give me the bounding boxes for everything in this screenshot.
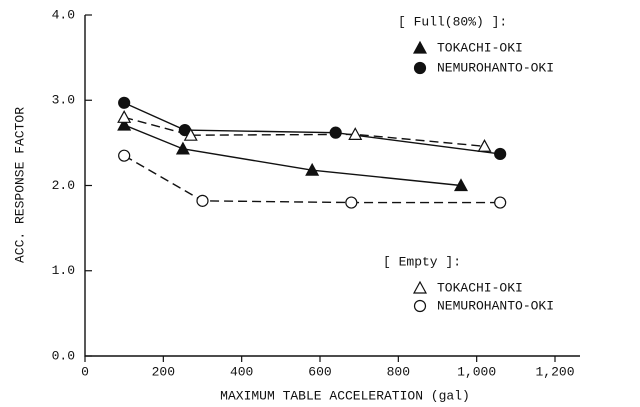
legend-label: TOKACHI-OKI bbox=[437, 40, 523, 55]
y-tick-label: 2.0 bbox=[52, 178, 75, 193]
legend-label: NEMUROHANTO-OKI bbox=[437, 298, 554, 313]
series-line bbox=[123, 155, 501, 204]
data-point bbox=[453, 178, 469, 192]
data-point bbox=[118, 96, 131, 109]
data-point bbox=[183, 127, 198, 141]
data-point bbox=[329, 126, 342, 139]
x-tick-label: 400 bbox=[230, 364, 253, 379]
x-tick-label: 600 bbox=[308, 364, 331, 379]
y-axis-title: ACC. RESPONSE FACTOR bbox=[12, 107, 27, 263]
y-tick-label: 1.0 bbox=[52, 263, 75, 278]
x-tick-label: 0 bbox=[81, 364, 89, 379]
legend-title: [ Empty ]: bbox=[383, 254, 461, 269]
data-point bbox=[196, 194, 209, 207]
data-point bbox=[117, 110, 132, 123]
legend-marker bbox=[412, 40, 428, 54]
data-point bbox=[494, 147, 507, 161]
legend-label: TOKACHI-OKI bbox=[437, 280, 523, 295]
data-point bbox=[348, 127, 363, 140]
x-tick-label: 1,000 bbox=[457, 364, 496, 379]
legend-marker bbox=[413, 61, 427, 75]
x-axis-title: MAXIMUM TABLE ACCELERATION (gal) bbox=[220, 388, 470, 403]
x-tick-label: 800 bbox=[387, 364, 410, 379]
x-tick-label: 1,200 bbox=[535, 364, 574, 379]
data-point bbox=[345, 196, 358, 209]
y-tick-label: 4.0 bbox=[52, 7, 75, 22]
legend-marker bbox=[412, 280, 428, 294]
y-tick-label: 0.0 bbox=[52, 348, 75, 363]
x-tick-label: 200 bbox=[152, 364, 175, 379]
legend-title: [ Full(80%) ]: bbox=[398, 14, 507, 29]
data-point bbox=[477, 139, 492, 152]
data-point bbox=[305, 162, 320, 176]
legend-marker bbox=[413, 299, 427, 313]
y-tick-label: 3.0 bbox=[52, 93, 75, 108]
data-point bbox=[118, 149, 131, 162]
data-point bbox=[117, 117, 132, 131]
data-point bbox=[494, 196, 507, 209]
series-line bbox=[123, 124, 462, 187]
legend-label: NEMUROHANTO-OKI bbox=[437, 60, 554, 75]
data-point bbox=[175, 141, 190, 155]
series-line bbox=[123, 102, 501, 155]
series-line bbox=[123, 116, 485, 147]
